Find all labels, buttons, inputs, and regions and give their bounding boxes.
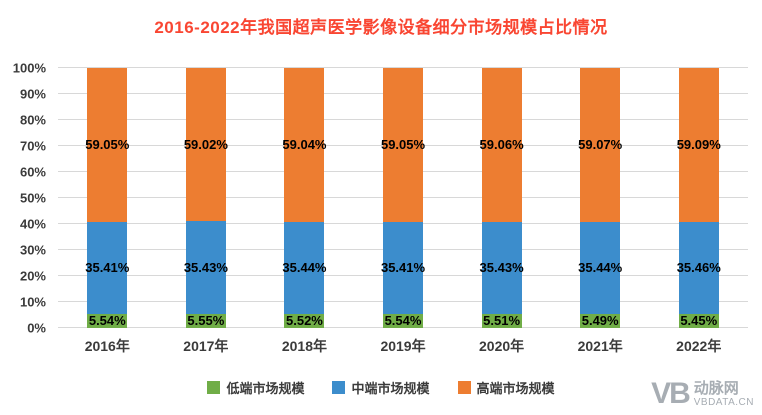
x-tick-label: 2018年: [281, 338, 328, 354]
bar-segment-low: 5.49%: [580, 313, 621, 329]
bar-value-label: 59.05%: [380, 137, 426, 153]
bar-value-label: 5.51%: [483, 313, 521, 329]
bar-column: 59.02% 35.43% 5.55%: [157, 68, 256, 328]
bar-segment-low: 5.52%: [284, 313, 325, 329]
bar-column: 59.06% 35.43% 5.51%: [452, 68, 551, 328]
x-tick-label: 2017年: [183, 338, 229, 354]
bar-value-label: 5.52%: [286, 313, 323, 329]
stacked-bar: 59.09% 35.46% 5.45%: [676, 68, 721, 329]
legend-label: 高端市场规模: [476, 381, 555, 396]
bar-value-label: 59.09%: [676, 137, 721, 153]
stacked-bar: 59.02% 35.43% 5.55%: [183, 68, 228, 329]
y-tick-label: 60%: [19, 164, 46, 180]
legend-item-mid: 中端市场规模: [332, 378, 430, 397]
bar-segment-high: 59.05%: [380, 68, 426, 222]
stacked-bar: 59.07% 35.44% 5.49%: [578, 68, 623, 329]
bar-segment-mid: 35.46%: [676, 221, 721, 314]
bar-value-label: 59.05%: [85, 137, 130, 153]
bar-value-label: 5.49%: [581, 313, 619, 329]
x-tick-label: 2020年: [479, 338, 525, 354]
bar-segment-mid: 35.44%: [282, 221, 327, 314]
bar-value-label: 35.44%: [578, 260, 623, 276]
bar-segment-high: 59.05%: [85, 68, 130, 222]
y-tick-label: 10%: [19, 294, 46, 310]
bar-segment-high: 59.02%: [183, 68, 228, 222]
chart-title: 2016-2022年我国超声医学影像设备细分市场规模占比情况: [154, 18, 608, 37]
bar-value-label: 5.55%: [187, 313, 225, 329]
bar-column: 59.09% 35.46% 5.45%: [649, 68, 748, 328]
bar-value-label: 59.04%: [282, 137, 327, 153]
x-tick-label: 2019年: [380, 338, 426, 354]
legend-label: 低端市场规模: [226, 381, 305, 396]
legend-swatch: [332, 381, 346, 394]
bar-value-label: 35.44%: [282, 260, 327, 276]
plot-area: 59.05% 35.41% 5.54% 59.02% 35.43% 5.55% 59.04%…: [58, 67, 748, 328]
bar-segment-mid: 35.44%: [578, 221, 623, 314]
y-tick-label: 80%: [19, 112, 46, 128]
y-tick-label: 50%: [19, 190, 46, 206]
watermark: VB 动脉网 VBDATA.CN: [651, 379, 754, 409]
x-axis: 2016年 2017年 2018年 2019年 2020年 2021年 2022年: [58, 336, 748, 356]
legend-swatch: [457, 381, 471, 394]
bar-segment-mid: 35.43%: [479, 221, 524, 314]
bar-value-label: 59.02%: [183, 137, 228, 153]
bar-value-label: 35.46%: [676, 260, 721, 276]
legend-swatch: [207, 381, 221, 394]
bar-value-label: 5.54%: [88, 313, 126, 329]
bar-value-label: 5.45%: [680, 313, 718, 329]
y-tick-label: 90%: [19, 86, 46, 102]
bar-segment-low: 5.51%: [481, 313, 522, 329]
bar-value-label: 35.43%: [183, 259, 228, 275]
bar-segment-high: 59.09%: [676, 68, 721, 222]
brand-domain: VBDATA.CN: [693, 396, 754, 408]
bar-value-label: 59.07%: [578, 137, 623, 153]
bar-segment-mid: 35.41%: [380, 221, 426, 314]
brand-name: 动脉网: [693, 379, 739, 397]
bar-value-label: 35.41%: [380, 260, 426, 276]
grid-line: [58, 67, 748, 68]
y-tick-label: 0%: [27, 320, 46, 336]
bar-segment-high: 59.07%: [578, 68, 623, 222]
x-tick-label: 2016年: [84, 338, 130, 354]
bars: 59.05% 35.41% 5.54% 59.02% 35.43% 5.55% 59.04%…: [58, 68, 748, 328]
bar-column: 59.05% 35.41% 5.54%: [58, 68, 157, 328]
y-tick-label: 30%: [19, 242, 46, 258]
bar-value-label: 35.41%: [85, 260, 130, 276]
bar-segment-high: 59.04%: [282, 68, 327, 222]
bar-segment-low: 5.55%: [185, 313, 226, 329]
stacked-bar: 59.04% 35.44% 5.52%: [282, 68, 327, 329]
bar-segment-low: 5.54%: [87, 313, 128, 329]
legend-label: 中端市场规模: [351, 381, 430, 396]
bar-segment-mid: 35.41%: [85, 221, 130, 314]
y-tick-label: 100%: [12, 60, 46, 76]
bar-column: 59.05% 35.41% 5.54%: [354, 68, 453, 328]
bar-value-label: 35.43%: [479, 260, 524, 276]
bar-segment-mid: 35.43%: [183, 221, 228, 314]
legend: 低端市场规模 中端市场规模 高端市场规模: [0, 378, 762, 397]
legend-item-low: 低端市场规模: [207, 378, 304, 397]
y-axis: 0% 10% 20% 30% 40% 50% 60% 70% 80% 90% 100%: [0, 61, 50, 336]
bar-segment-high: 59.06%: [479, 68, 524, 222]
y-tick-label: 70%: [19, 138, 46, 154]
stacked-bar: 59.05% 35.41% 5.54%: [380, 68, 426, 329]
stacked-bar: 59.06% 35.43% 5.51%: [479, 68, 524, 329]
x-tick-label: 2021年: [577, 338, 623, 354]
brand-logo-icon: VB: [651, 377, 691, 410]
bar-column: 59.04% 35.44% 5.52%: [255, 68, 354, 328]
legend-item-high: 高端市场规模: [457, 378, 555, 397]
bar-segment-low: 5.45%: [678, 313, 719, 329]
y-tick-label: 40%: [19, 216, 46, 232]
bar-value-label: 59.06%: [479, 137, 524, 153]
x-tick-label: 2022年: [676, 338, 722, 354]
y-tick-label: 20%: [19, 268, 46, 284]
bar-value-label: 5.54%: [384, 313, 422, 329]
bar-column: 59.07% 35.44% 5.49%: [551, 68, 650, 328]
bar-segment-low: 5.54%: [383, 313, 424, 329]
stacked-bar: 59.05% 35.41% 5.54%: [85, 68, 130, 329]
